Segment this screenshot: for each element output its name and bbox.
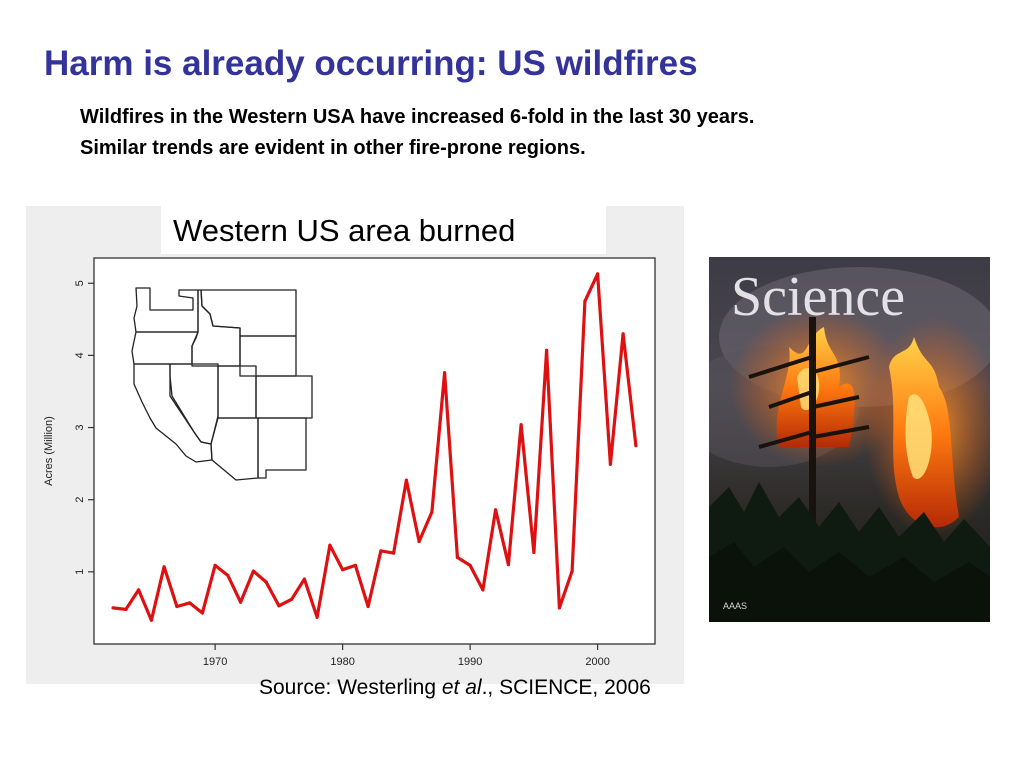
y-tick-label: 1 xyxy=(74,569,86,575)
data-point xyxy=(557,606,562,610)
data-point xyxy=(404,478,408,482)
y-tick-label: 2 xyxy=(74,497,86,503)
data-point xyxy=(111,606,115,610)
data-point xyxy=(596,272,600,276)
data-point xyxy=(302,577,306,581)
cover-masthead: Science xyxy=(731,266,905,328)
data-point xyxy=(341,568,345,572)
science-cover-image: Science AAAS xyxy=(709,257,990,622)
data-point xyxy=(583,299,587,303)
data-point xyxy=(545,348,549,352)
data-point xyxy=(392,551,396,555)
y-tick-label: 4 xyxy=(74,352,86,358)
y-axis-label: Acres (Million) xyxy=(43,416,55,486)
y-tick-label: 5 xyxy=(74,280,86,286)
data-point xyxy=(570,569,574,573)
subtitle-line: Wildfires in the Western USA have increa… xyxy=(80,106,755,128)
data-point xyxy=(175,604,179,609)
data-point xyxy=(188,601,192,605)
source-italic: et al xyxy=(441,676,482,699)
data-point xyxy=(455,555,459,559)
data-point xyxy=(353,563,357,567)
data-point xyxy=(532,550,536,554)
data-point xyxy=(200,611,204,615)
slide-subtitle: Wildfires in the Western USA have increa… xyxy=(80,102,754,164)
source-suffix: ., SCIENCE, 2006 xyxy=(481,676,651,699)
plot-frame xyxy=(93,257,656,645)
x-axis: 1970 1980 1990 2000 xyxy=(203,644,610,668)
data-point xyxy=(328,543,332,547)
source-citation: Source: Westerling et al., SCIENCE, 2006 xyxy=(259,676,651,700)
data-point xyxy=(162,565,166,569)
data-point xyxy=(315,615,319,619)
data-point xyxy=(443,371,447,375)
chart-title-box xyxy=(161,206,606,254)
data-point xyxy=(277,604,281,608)
data-point xyxy=(494,508,498,512)
data-point xyxy=(264,580,268,584)
x-tick-label: 2000 xyxy=(585,656,609,668)
x-tick-label: 1990 xyxy=(458,656,482,668)
data-point xyxy=(608,462,613,466)
series-layer xyxy=(111,272,638,622)
data-point xyxy=(149,618,153,622)
data-point xyxy=(226,573,230,578)
data-point xyxy=(124,607,128,611)
chart-title: Western US area burned xyxy=(173,213,516,248)
data-point xyxy=(290,597,294,601)
area-burned-chart: 1 2 3 4 5 1970 1980 1990 2000 Acres (Million) xyxy=(43,257,656,668)
x-tick-label: 1980 xyxy=(330,656,354,668)
cover-publisher-mark: AAAS xyxy=(723,601,747,611)
data-point xyxy=(430,510,434,514)
data-point xyxy=(506,563,510,567)
data-point xyxy=(621,332,625,336)
source-prefix: Source: Westerling xyxy=(259,676,442,699)
slide-title: Harm is already occurring: US wildfires xyxy=(44,44,698,83)
data-point xyxy=(366,604,370,609)
data-point xyxy=(213,563,217,567)
data-point xyxy=(137,588,141,592)
data-point xyxy=(468,563,472,567)
x-tick-label: 1970 xyxy=(203,656,227,668)
western-us-map xyxy=(131,287,313,481)
data-point xyxy=(379,549,383,553)
data-point xyxy=(519,423,523,427)
data-point xyxy=(481,588,485,592)
subtitle-line: Similar trends are evident in other fire… xyxy=(80,137,586,159)
y-tick-label: 3 xyxy=(74,424,86,430)
y-axis: 1 2 3 4 5 xyxy=(74,280,94,575)
data-point xyxy=(417,539,421,544)
data-point xyxy=(239,600,243,604)
data-point xyxy=(251,569,255,573)
area-burned-line xyxy=(111,272,638,622)
data-point xyxy=(634,444,638,448)
